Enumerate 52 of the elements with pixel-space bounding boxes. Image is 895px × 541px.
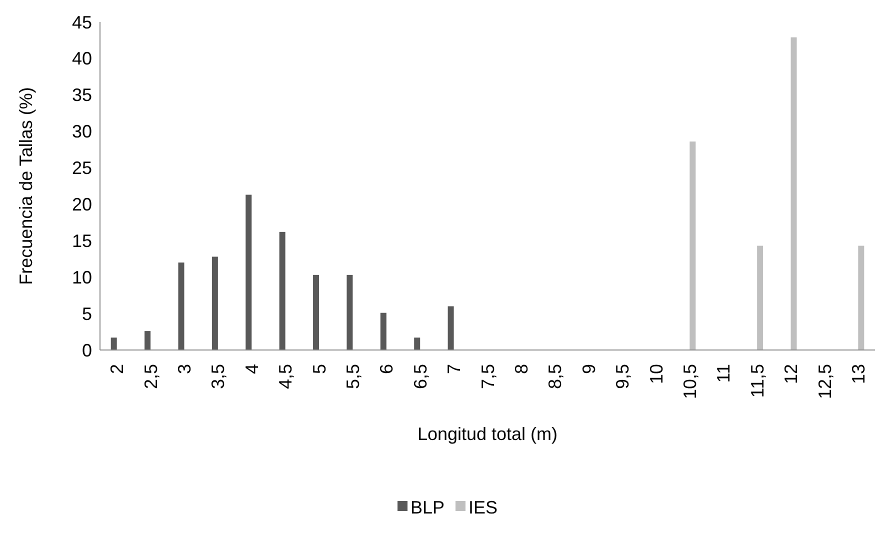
x-tick-label: 8: [511, 364, 532, 374]
bar: [346, 274, 353, 350]
bar: [110, 338, 117, 350]
x-tick-label: 3,5: [208, 364, 228, 390]
bar: [144, 331, 151, 350]
x-tick-label: 2,5: [140, 364, 161, 390]
y-tick-label: 40: [72, 48, 92, 69]
x-tick-label: 9: [578, 364, 599, 374]
y-tick-label: 25: [72, 158, 92, 178]
x-tick-label: 5: [309, 364, 330, 374]
y-tick-label: 20: [72, 194, 92, 215]
legend-label: BLP: [410, 497, 445, 518]
bar: [858, 246, 864, 350]
y-axis-title: Frecuencia de Tallas (%): [16, 87, 36, 285]
bar: [212, 256, 218, 350]
bar: [246, 194, 252, 350]
y-tick-label: 5: [82, 304, 92, 324]
x-tick-label: 9,5: [612, 364, 633, 390]
bar: [690, 142, 696, 350]
x-tick-label: 10,5: [680, 364, 700, 400]
bar: [790, 37, 797, 350]
x-tick-label: 4,5: [276, 364, 296, 390]
y-tick-label: 35: [72, 85, 92, 106]
x-tick-label: 12: [781, 364, 802, 384]
y-tick-label: 15: [72, 230, 92, 251]
x-tick-label: 6: [376, 364, 397, 374]
bar: [414, 338, 420, 350]
bar: [279, 232, 286, 350]
x-axis-title: Longitud total (m): [417, 424, 558, 444]
bar: [448, 306, 454, 350]
y-tick-label: 45: [72, 12, 92, 32]
x-tick-label: 13: [848, 364, 868, 384]
bar: [757, 246, 764, 350]
x-tick-label: 5,5: [343, 364, 364, 390]
x-tick-label: 4: [242, 364, 262, 374]
x-tick-label: 7,5: [478, 364, 498, 390]
x-tick-label: 6,5: [410, 364, 430, 390]
legend-label: IES: [468, 497, 498, 518]
y-tick-label: 30: [72, 122, 92, 142]
x-tick-label: 8,5: [545, 364, 566, 390]
bar: [178, 262, 184, 350]
y-tick-label: 10: [72, 267, 92, 288]
x-tick-label: 12,5: [814, 364, 835, 400]
x-tick-label: 7: [444, 364, 464, 374]
x-tick-label: 10: [646, 364, 666, 384]
x-tick-label: 2: [107, 364, 128, 374]
bar: [380, 312, 386, 350]
x-tick-label: 3: [174, 364, 195, 374]
x-tick-label: 11: [714, 364, 734, 383]
x-tick-label: 11,5: [747, 364, 768, 398]
bar: [313, 274, 320, 350]
y-tick-label: 0: [82, 340, 92, 360]
